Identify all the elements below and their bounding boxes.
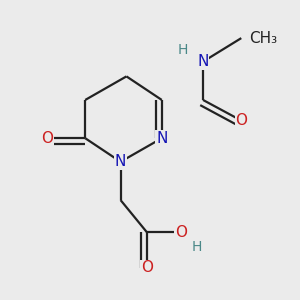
Text: O: O xyxy=(141,260,153,275)
Text: N: N xyxy=(156,131,167,146)
Text: O: O xyxy=(235,113,247,128)
Text: O: O xyxy=(41,131,53,146)
Text: H: H xyxy=(177,43,188,57)
Text: O: O xyxy=(175,225,187,240)
Text: CH₃: CH₃ xyxy=(249,31,277,46)
Text: H: H xyxy=(192,240,202,254)
Text: N: N xyxy=(197,54,209,69)
Text: N: N xyxy=(115,154,126,169)
